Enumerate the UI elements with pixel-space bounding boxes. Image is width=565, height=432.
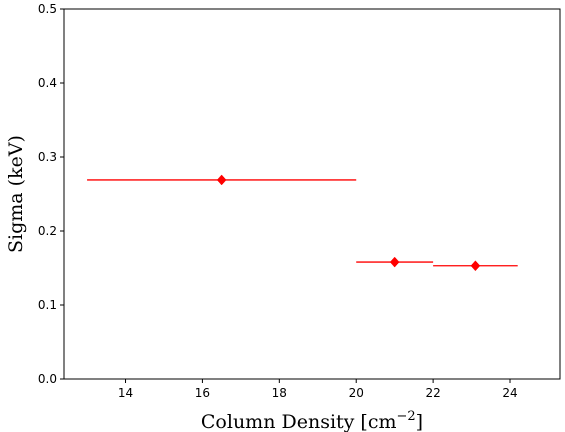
x-tick-label: 16 <box>195 386 210 400</box>
x-tick-label: 24 <box>502 386 517 400</box>
x-tick-label: 14 <box>118 386 133 400</box>
y-tick-label: 0.3 <box>38 150 57 164</box>
data-point <box>470 260 481 272</box>
data-point <box>389 256 400 268</box>
y-tick-label: 0.4 <box>38 76 57 90</box>
data-markers <box>216 174 481 272</box>
x-tick-label: 20 <box>349 386 364 400</box>
axis-ticks: 14 16 18 20 22 24 0.0 0.1 0.2 0.3 0.4 0.5 <box>38 2 518 400</box>
y-tick-label: 0.2 <box>38 224 57 238</box>
x-axis-title: Column Density [cm−2] <box>201 409 423 432</box>
x-tick-label: 18 <box>272 386 287 400</box>
plot-area <box>63 8 561 380</box>
y-axis-title: Sigma (keV) <box>5 135 27 253</box>
x-tick-label: 22 <box>425 386 440 400</box>
y-tick-label: 0.0 <box>38 372 57 386</box>
y-tick-label: 0.1 <box>38 298 57 312</box>
y-tick-label: 0.5 <box>38 2 57 16</box>
data-point <box>216 174 227 186</box>
